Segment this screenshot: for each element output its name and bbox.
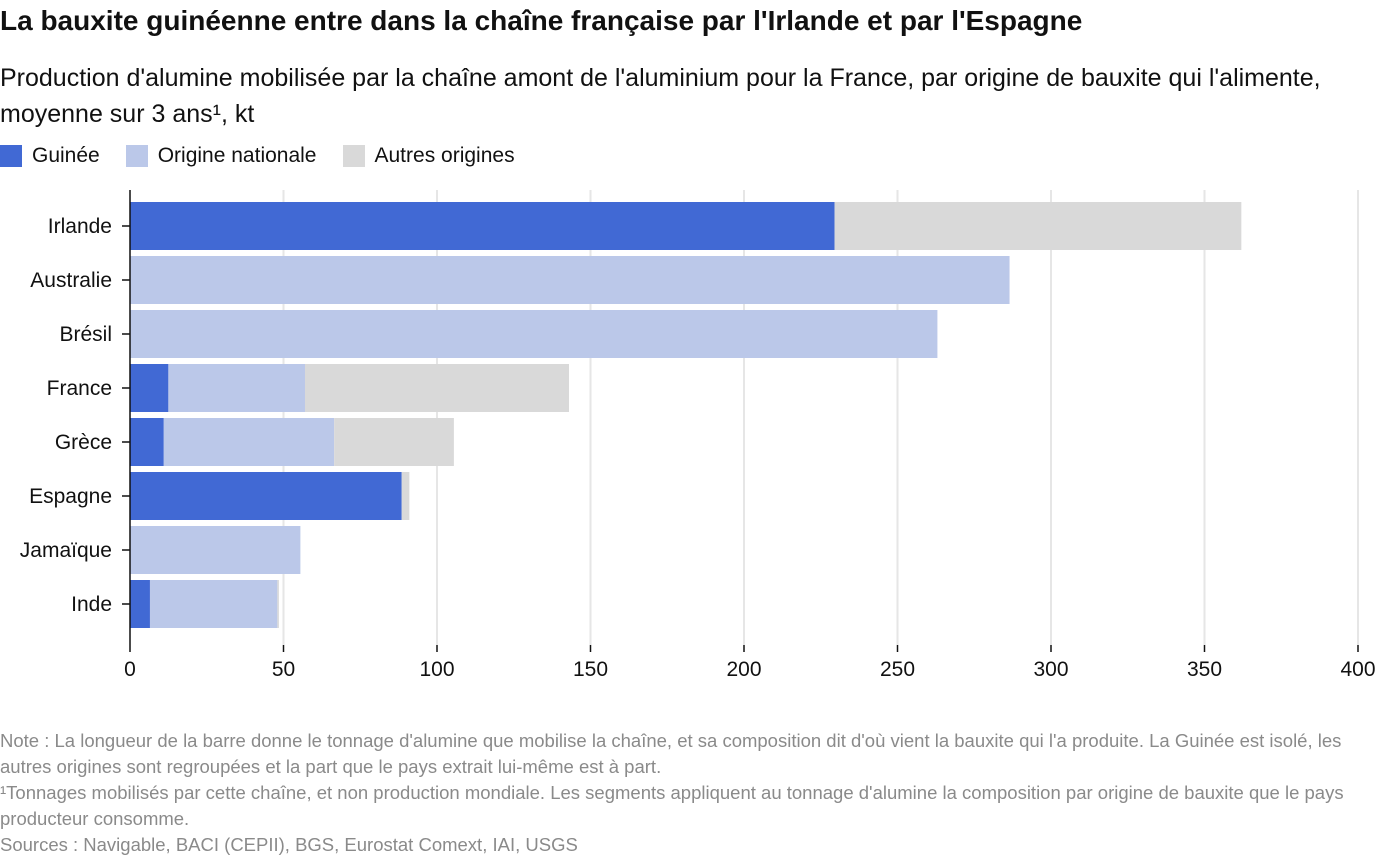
footer-sources: Sources : Navigable, BACI (CEPII), BGS, … [0,834,578,855]
legend-swatch-autres-origines [342,145,365,167]
bar-jamaïque-series-1 [130,526,301,574]
legend-label-origine-nationale: Origine nationale [157,144,317,167]
legend-item-autres-origines: Autres origines [342,144,515,168]
subtitle-footnote-marker: ¹ [212,100,221,128]
subtitle-unit: , kt [220,100,255,128]
footer-footnote: ¹Tonnages mobilisés par cette chaîne, et… [0,782,1344,829]
x-tick-label-400: 400 [1340,658,1375,681]
y-tick-label-6: Jamaïque [20,539,112,562]
x-tick-label-100: 100 [419,658,454,681]
chart-footer: Note : La longueur de la barre donne le … [0,728,1380,858]
x-tick-label-200: 200 [726,658,761,681]
x-tick-label-300: 300 [1033,658,1068,681]
bar-inde-series-2 [277,580,279,628]
bar-inde-series-0 [130,580,150,628]
bar-espagne-series-2 [401,472,410,520]
bar-inde-series-1 [149,580,278,628]
chart-title: La bauxite guinéenne entre dans la chaîn… [0,5,1083,36]
x-axis: 0 50 100 150 200 250 300 350 400 [124,645,1376,681]
bar-brésil-series-1 [130,310,938,358]
y-tick-label-4: Grèce [55,431,112,454]
bar-france-series-2 [304,364,570,412]
y-tick-label-7: Inde [71,593,112,616]
bar-chart: Irlande Australie Brésil France Grèce Espagne… [20,190,1376,681]
x-tick-label-150: 150 [573,658,608,681]
bar-france-series-0 [130,364,169,412]
y-tick-label-0: Irlande [48,215,112,238]
x-tick-label-0: 0 [124,658,136,681]
bar-france-series-1 [168,364,305,412]
subtitle-main: Production d'alumine mobilisée par la ch… [0,64,1321,128]
bar-australie-series-1 [130,256,1010,304]
bar-espagne-series-0 [130,472,402,520]
x-tick-label-350: 350 [1187,658,1222,681]
bar-grèce-series-0 [130,418,164,466]
x-tick-label-50: 50 [272,658,295,681]
bar-irlande-series-0 [130,202,835,250]
legend-swatch-guinee [0,145,22,167]
legend-item-origine-nationale: Origine nationale [125,144,317,168]
bar-irlande-series-2 [834,202,1242,250]
y-tick-label-2: Brésil [59,323,112,346]
chart-legend: Guinée Origine nationale Autres origines [0,142,541,170]
bars [130,202,1242,628]
legend-item-guinee: Guinée [0,144,100,168]
chart-subtitle: Production d'alumine mobilisée par la ch… [0,60,1380,132]
bar-grèce-series-2 [334,418,454,466]
bar-grèce-series-1 [163,418,335,466]
x-tick-label-250: 250 [880,658,915,681]
footer-note: Note : La longueur de la barre donne le … [0,730,1342,777]
y-tick-label-1: Australie [30,269,112,292]
y-tick-label-5: Espagne [29,485,112,508]
legend-label-guinee: Guinée [32,144,100,167]
legend-swatch-origine-nationale [125,145,148,167]
y-axis: Irlande Australie Brésil France Grèce Espagne… [20,190,131,645]
y-tick-label-3: France [47,377,112,400]
legend-label-autres-origines: Autres origines [374,144,515,167]
